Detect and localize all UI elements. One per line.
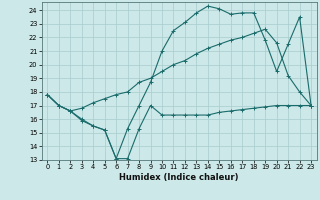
X-axis label: Humidex (Indice chaleur): Humidex (Indice chaleur)	[119, 173, 239, 182]
